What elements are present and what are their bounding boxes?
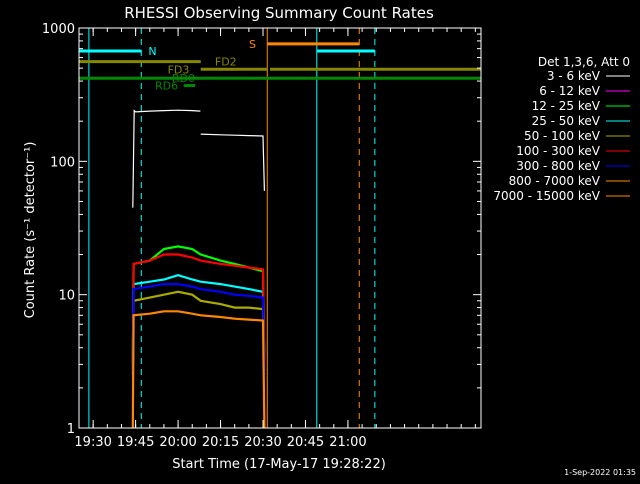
series-line-7-0 xyxy=(131,310,266,429)
x-tick-label-1: 19:45 xyxy=(117,435,154,450)
y-tick-label-3: 1000 xyxy=(42,22,75,37)
y-axis-label: Count Rate (s⁻¹ detector⁻¹) xyxy=(23,142,38,319)
y-tick-label-0: 1 xyxy=(67,422,75,437)
series-line-0-0 xyxy=(132,109,201,208)
flag-label-s: S xyxy=(249,38,256,51)
legend-label-4: 50 - 100 keV xyxy=(524,129,601,143)
flag-label-fd3: FD3 xyxy=(168,63,190,76)
legend-label-3: 25 - 50 keV xyxy=(532,114,601,128)
flag-label-rd0: RD0 xyxy=(172,72,195,85)
timestamp: 1-Sep-2022 01:35 xyxy=(564,468,636,477)
y-tick-label-1: 10 xyxy=(58,289,75,304)
legend-title: Det 1,3,6, Att 0 xyxy=(538,55,630,69)
series-line-3-0 xyxy=(131,274,266,365)
legend-label-5: 100 - 300 keV xyxy=(516,144,600,158)
legend-label-0: 3 - 6 keV xyxy=(547,69,601,83)
x-axis-label: Start Time (17-May-17 19:28:22) xyxy=(172,457,386,472)
x-tick-label-0: 19:30 xyxy=(74,435,111,450)
chart-title: RHESSI Observing Summary Count Rates xyxy=(124,4,434,22)
x-tick-label-3: 20:15 xyxy=(202,435,239,450)
legend-label-7: 800 - 7000 keV xyxy=(509,174,601,188)
legend-label-2: 12 - 25 keV xyxy=(532,99,601,113)
series-line-6-0 xyxy=(131,283,266,375)
series-line-5-0 xyxy=(131,253,266,365)
x-tick-label-6: 21:00 xyxy=(329,435,366,450)
flag-label-n: N xyxy=(148,45,156,58)
y-tick-label-2: 100 xyxy=(50,155,75,170)
legend-label-1: 6 - 12 keV xyxy=(539,84,601,98)
x-tick-label-5: 20:45 xyxy=(287,435,324,450)
x-tick-label-2: 20:00 xyxy=(159,435,196,450)
series-line-0-1 xyxy=(200,133,265,191)
plot-frame xyxy=(78,27,482,429)
series-line-4-0 xyxy=(131,290,266,375)
series-group xyxy=(131,109,266,429)
x-tick-label-4: 20:30 xyxy=(244,435,281,450)
plot-lines xyxy=(88,28,376,428)
legend-label-8: 7000 - 15000 keV xyxy=(493,189,600,203)
flag-label-rd6: RD6 xyxy=(155,80,178,93)
axes: 19:30 19:45 20:00 20:15 20:30 20:45 21:00 1 10 10… xyxy=(42,22,482,450)
legend-label-6: 300 - 800 keV xyxy=(516,159,600,173)
flag-label-fd2: FD2 xyxy=(215,56,237,69)
